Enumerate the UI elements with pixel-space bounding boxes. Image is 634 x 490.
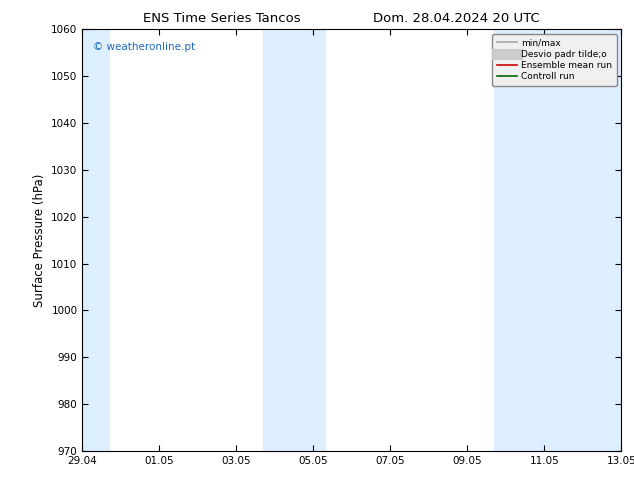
Y-axis label: Surface Pressure (hPa): Surface Pressure (hPa) bbox=[33, 173, 46, 307]
Bar bbox=[495, 29, 633, 451]
Text: ENS Time Series Tancos: ENS Time Series Tancos bbox=[143, 12, 301, 25]
Bar bbox=[263, 29, 325, 451]
Legend: min/max, Desvio padr tilde;o, Ensemble mean run, Controll run: min/max, Desvio padr tilde;o, Ensemble m… bbox=[493, 34, 617, 86]
Text: © weatheronline.pt: © weatheronline.pt bbox=[93, 42, 195, 52]
Bar bbox=[71, 29, 110, 451]
Text: Dom. 28.04.2024 20 UTC: Dom. 28.04.2024 20 UTC bbox=[373, 12, 540, 25]
